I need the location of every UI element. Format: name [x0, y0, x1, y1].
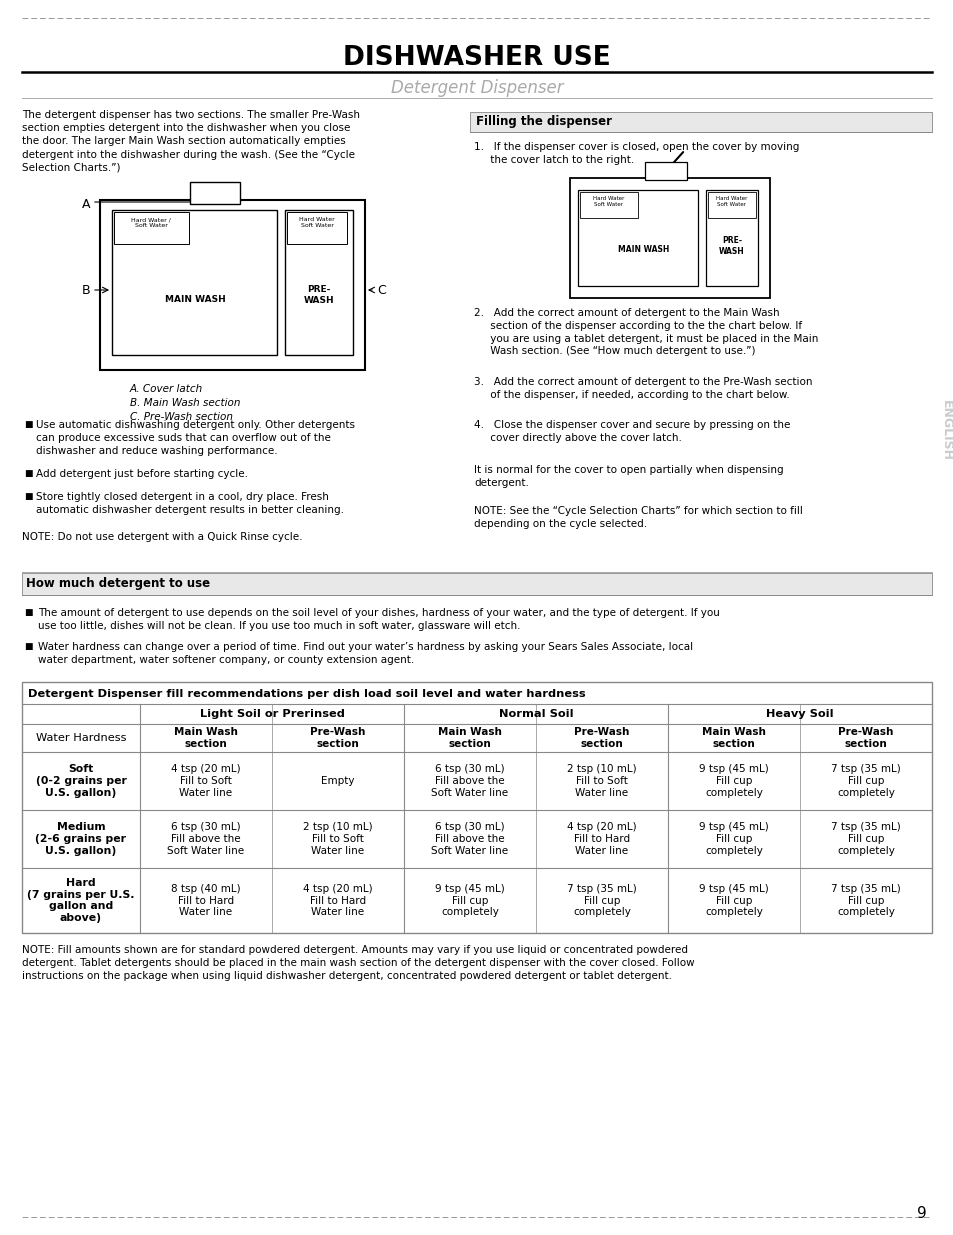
- Bar: [113, 212, 189, 245]
- Text: Hard
(7 grains per U.S.
gallon and
above): Hard (7 grains per U.S. gallon and above…: [28, 878, 134, 923]
- Text: Heavy Soil: Heavy Soil: [765, 709, 833, 719]
- Text: NOTE: Do not use detergent with a Quick Rinse cycle.: NOTE: Do not use detergent with a Quick …: [22, 532, 302, 542]
- Text: 2 tsp (10 mL)
Fill to Soft
Water line: 2 tsp (10 mL) Fill to Soft Water line: [303, 823, 373, 856]
- Bar: [569, 178, 769, 298]
- Text: Empty: Empty: [321, 776, 355, 785]
- Text: Pre-Wash
section: Pre-Wash section: [310, 727, 365, 748]
- Text: NOTE: See the “Cycle Selection Charts” for which section to fill
depending on th: NOTE: See the “Cycle Selection Charts” f…: [474, 506, 802, 529]
- Text: Hard Water
Soft Water: Hard Water Soft Water: [299, 217, 335, 227]
- Text: How much detergent to use: How much detergent to use: [26, 578, 210, 590]
- Bar: [579, 191, 638, 219]
- Bar: [578, 190, 698, 287]
- Bar: [190, 182, 240, 204]
- Text: ENGLISH: ENGLISH: [939, 399, 951, 461]
- Text: It is normal for the cover to open partially when dispensing
detergent.: It is normal for the cover to open parti…: [474, 466, 782, 488]
- Text: 6 tsp (30 mL)
Fill above the
Soft Water line: 6 tsp (30 mL) Fill above the Soft Water …: [431, 764, 508, 798]
- Text: Filling the dispenser: Filling the dispenser: [476, 116, 612, 128]
- Text: Detergent Dispenser fill recommendations per dish load soil level and water hard: Detergent Dispenser fill recommendations…: [28, 689, 585, 699]
- Text: 9 tsp (45 mL)
Fill cup
completely: 9 tsp (45 mL) Fill cup completely: [699, 764, 768, 798]
- Text: 8 tsp (40 mL)
Fill to Hard
Water line: 8 tsp (40 mL) Fill to Hard Water line: [171, 884, 240, 918]
- Bar: [22, 682, 931, 932]
- Bar: [707, 191, 755, 219]
- Text: 6 tsp (30 mL)
Fill above the
Soft Water line: 6 tsp (30 mL) Fill above the Soft Water …: [431, 823, 508, 856]
- Bar: [100, 200, 365, 370]
- Text: 9 tsp (45 mL)
Fill cup
completely: 9 tsp (45 mL) Fill cup completely: [435, 884, 504, 918]
- Text: ■: ■: [24, 608, 32, 618]
- Text: MAIN WASH: MAIN WASH: [165, 295, 225, 305]
- Text: Hard Water
Soft Water: Hard Water Soft Water: [593, 196, 624, 206]
- Bar: [705, 190, 758, 287]
- Text: PRE-
WASH: PRE- WASH: [719, 236, 744, 256]
- Text: Main Wash
section: Main Wash section: [173, 727, 237, 748]
- Text: Water hardness can change over a period of time. Find out your water’s hardness : Water hardness can change over a period …: [38, 642, 693, 664]
- Text: 7 tsp (35 mL)
Fill cup
completely: 7 tsp (35 mL) Fill cup completely: [830, 823, 900, 856]
- Text: 9 tsp (45 mL)
Fill cup
completely: 9 tsp (45 mL) Fill cup completely: [699, 884, 768, 918]
- Text: 4 tsp (20 mL)
Fill to Hard
Water line: 4 tsp (20 mL) Fill to Hard Water line: [303, 884, 373, 918]
- Text: B: B: [81, 284, 90, 296]
- Text: 2.   Add the correct amount of detergent to the Main Wash
     section of the di: 2. Add the correct amount of detergent t…: [474, 308, 818, 357]
- Text: C. Pre-Wash section: C. Pre-Wash section: [130, 412, 233, 422]
- Text: 2 tsp (10 mL)
Fill to Soft
Water line: 2 tsp (10 mL) Fill to Soft Water line: [567, 764, 637, 798]
- Bar: [287, 212, 347, 245]
- Text: Medium
(2-6 grains per
U.S. gallon): Medium (2-6 grains per U.S. gallon): [35, 823, 127, 856]
- Bar: [112, 210, 276, 354]
- Text: Normal Soil: Normal Soil: [498, 709, 573, 719]
- Text: Main Wash
section: Main Wash section: [701, 727, 765, 748]
- Text: Light Soil or Prerinsed: Light Soil or Prerinsed: [199, 709, 344, 719]
- Bar: [285, 210, 353, 354]
- Text: 7 tsp (35 mL)
Fill cup
completely: 7 tsp (35 mL) Fill cup completely: [830, 884, 900, 918]
- Text: 4.   Close the dispenser cover and secure by pressing on the
     cover directly: 4. Close the dispenser cover and secure …: [474, 420, 789, 443]
- Text: 7 tsp (35 mL)
Fill cup
completely: 7 tsp (35 mL) Fill cup completely: [830, 764, 900, 798]
- Text: The detergent dispenser has two sections. The smaller Pre-Wash
section empties d: The detergent dispenser has two sections…: [22, 110, 359, 173]
- Text: NOTE: Fill amounts shown are for standard powdered detergent. Amounts may vary i: NOTE: Fill amounts shown are for standar…: [22, 945, 694, 981]
- Text: A: A: [81, 199, 90, 211]
- Text: 3.   Add the correct amount of detergent to the Pre-Wash section
     of the dis: 3. Add the correct amount of detergent t…: [474, 377, 812, 400]
- Text: Add detergent just before starting cycle.: Add detergent just before starting cycle…: [36, 469, 248, 479]
- Text: 6 tsp (30 mL)
Fill above the
Soft Water line: 6 tsp (30 mL) Fill above the Soft Water …: [168, 823, 244, 856]
- Text: ■: ■: [24, 469, 32, 478]
- Text: 1.   If the dispenser cover is closed, open the cover by moving
     the cover l: 1. If the dispenser cover is closed, ope…: [474, 142, 799, 164]
- Text: Pre-Wash
section: Pre-Wash section: [838, 727, 893, 748]
- Text: Hard Water /
Soft Water: Hard Water / Soft Water: [131, 217, 171, 227]
- Text: Water Hardness: Water Hardness: [35, 734, 126, 743]
- Text: Main Wash
section: Main Wash section: [437, 727, 501, 748]
- Text: Pre-Wash
section: Pre-Wash section: [574, 727, 629, 748]
- Text: 4 tsp (20 mL)
Fill to Hard
Water line: 4 tsp (20 mL) Fill to Hard Water line: [567, 823, 637, 856]
- Bar: [22, 573, 931, 595]
- Text: PRE-
WASH: PRE- WASH: [303, 285, 334, 305]
- Text: B. Main Wash section: B. Main Wash section: [130, 398, 240, 408]
- Text: 4 tsp (20 mL)
Fill to Soft
Water line: 4 tsp (20 mL) Fill to Soft Water line: [171, 764, 240, 798]
- Text: The amount of detergent to use depends on the soil level of your dishes, hardnes: The amount of detergent to use depends o…: [38, 608, 720, 631]
- Text: 9: 9: [916, 1205, 926, 1220]
- Text: 7 tsp (35 mL)
Fill cup
completely: 7 tsp (35 mL) Fill cup completely: [566, 884, 637, 918]
- Bar: [644, 162, 686, 180]
- Text: Use automatic dishwashing detergent only. Other detergents
can produce excessive: Use automatic dishwashing detergent only…: [36, 420, 355, 456]
- Text: ■: ■: [24, 492, 32, 501]
- Text: ■: ■: [24, 642, 32, 651]
- Text: ■: ■: [24, 420, 32, 429]
- Text: Hard Water
Soft Water: Hard Water Soft Water: [716, 196, 747, 206]
- Bar: [470, 112, 931, 132]
- Text: Detergent Dispenser: Detergent Dispenser: [391, 79, 562, 98]
- Text: DISHWASHER USE: DISHWASHER USE: [343, 44, 610, 70]
- Text: Store tightly closed detergent in a cool, dry place. Fresh
automatic dishwasher : Store tightly closed detergent in a cool…: [36, 492, 344, 515]
- Text: MAIN WASH: MAIN WASH: [618, 246, 669, 254]
- Text: 9 tsp (45 mL)
Fill cup
completely: 9 tsp (45 mL) Fill cup completely: [699, 823, 768, 856]
- Text: A. Cover latch: A. Cover latch: [130, 384, 203, 394]
- Text: C: C: [376, 284, 385, 296]
- Text: Soft
(0-2 grains per
U.S. gallon): Soft (0-2 grains per U.S. gallon): [35, 764, 127, 798]
